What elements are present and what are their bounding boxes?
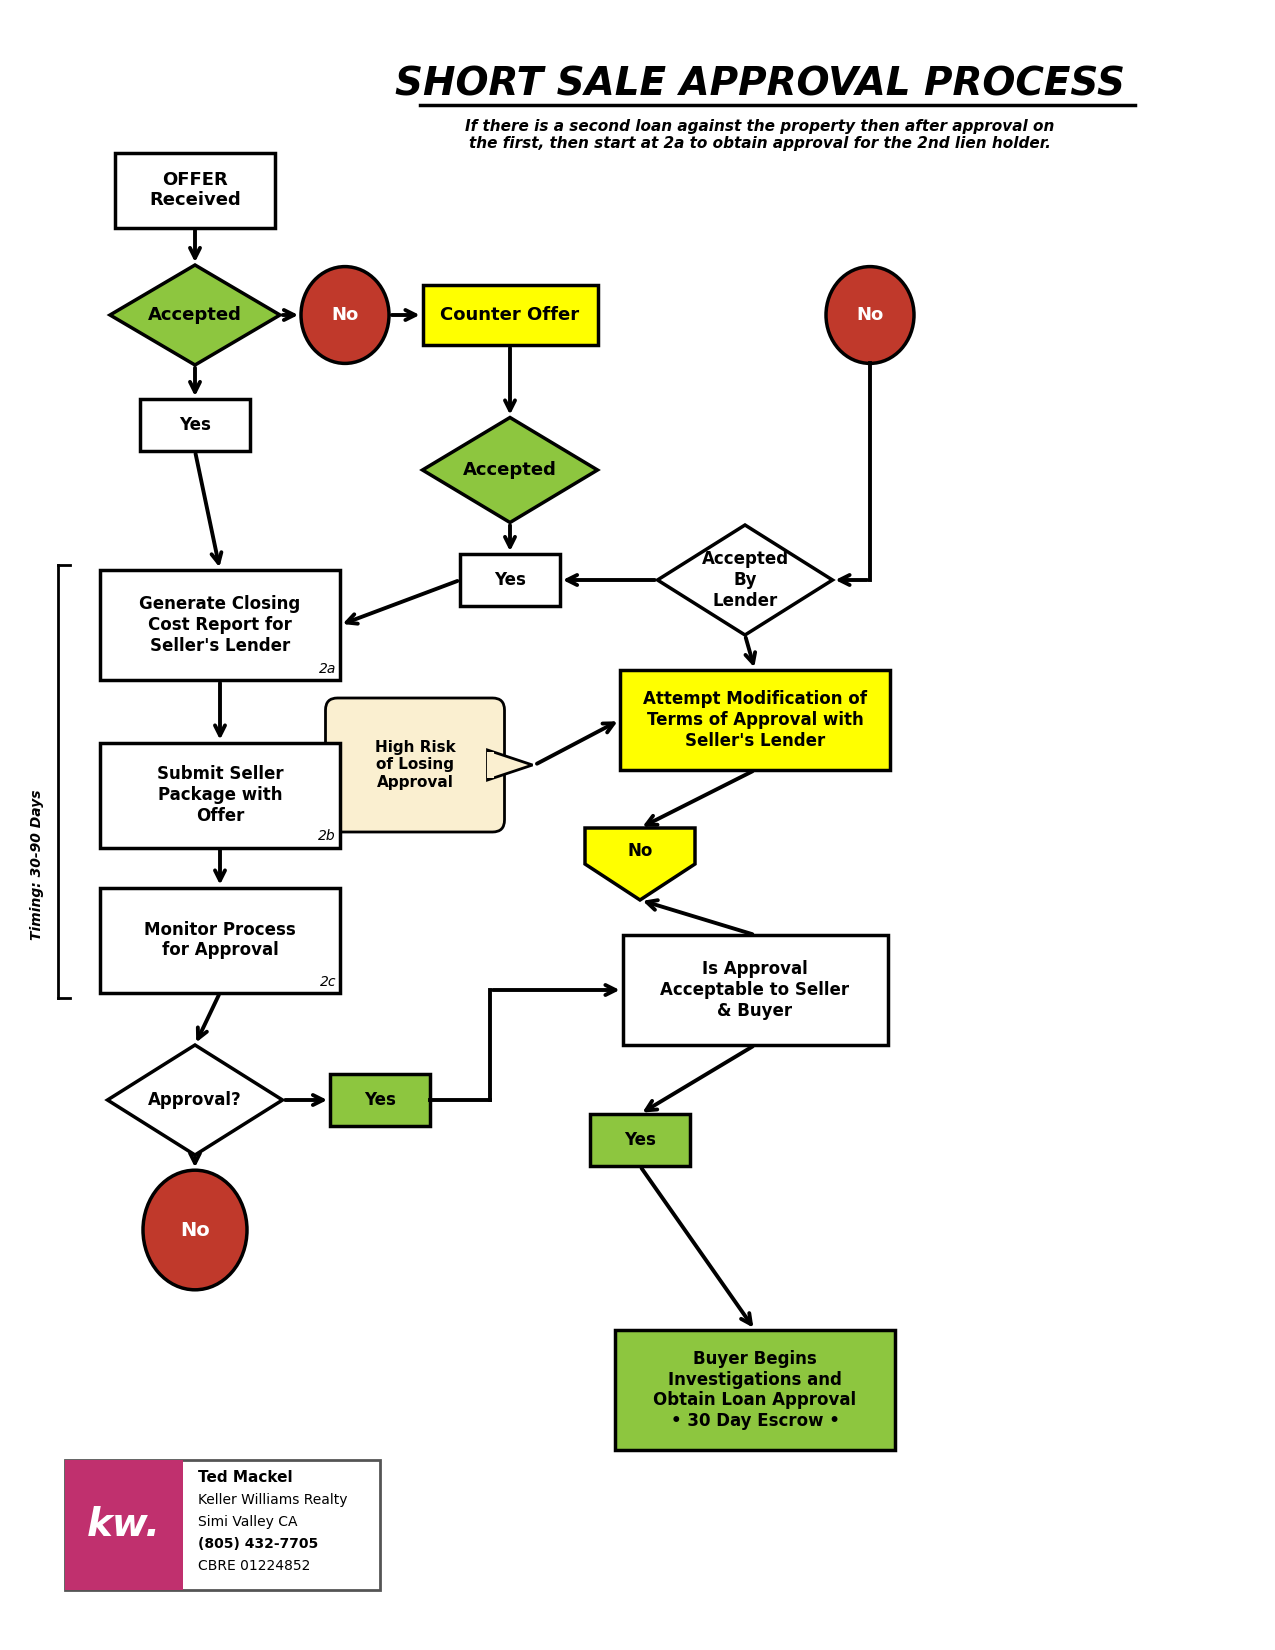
Text: Ted Mackel: Ted Mackel — [198, 1470, 293, 1485]
Text: SHORT SALE APPROVAL PROCESS: SHORT SALE APPROVAL PROCESS — [395, 66, 1125, 104]
Text: Generate Closing
Cost Report for
Seller's Lender: Generate Closing Cost Report for Seller'… — [139, 596, 301, 655]
Text: kw.: kw. — [87, 1506, 161, 1544]
Polygon shape — [585, 828, 695, 899]
Text: Yes: Yes — [495, 571, 525, 589]
FancyBboxPatch shape — [620, 670, 890, 771]
FancyBboxPatch shape — [99, 742, 340, 848]
FancyBboxPatch shape — [65, 1460, 380, 1591]
Polygon shape — [658, 525, 833, 635]
FancyBboxPatch shape — [460, 554, 560, 606]
Text: Accepted: Accepted — [463, 460, 557, 478]
Text: 2c: 2c — [320, 975, 337, 988]
Text: Is Approval
Acceptable to Seller
& Buyer: Is Approval Acceptable to Seller & Buyer — [660, 960, 849, 1020]
Text: Buyer Begins
Investigations and
Obtain Loan Approval
• 30 Day Escrow •: Buyer Begins Investigations and Obtain L… — [653, 1350, 857, 1431]
Text: 2a: 2a — [319, 662, 337, 676]
Text: Accepted
By
Lender: Accepted By Lender — [701, 549, 788, 610]
Text: OFFER
Received: OFFER Received — [149, 170, 241, 210]
Text: Monitor Process
for Approval: Monitor Process for Approval — [144, 921, 296, 959]
Text: Timing: 30-90 Days: Timing: 30-90 Days — [31, 790, 45, 940]
Text: High Risk
of Losing
Approval: High Risk of Losing Approval — [375, 741, 455, 790]
Text: (805) 432-7705: (805) 432-7705 — [198, 1538, 319, 1551]
FancyBboxPatch shape — [330, 1074, 430, 1125]
Text: No: No — [180, 1221, 210, 1239]
Text: Submit Seller
Package with
Offer: Submit Seller Package with Offer — [157, 766, 283, 825]
Text: 2b: 2b — [319, 830, 337, 843]
Polygon shape — [487, 752, 493, 779]
FancyBboxPatch shape — [622, 936, 887, 1044]
Text: Accepted: Accepted — [148, 305, 242, 323]
Text: Yes: Yes — [365, 1091, 397, 1109]
FancyBboxPatch shape — [115, 152, 275, 228]
Polygon shape — [107, 1044, 283, 1155]
FancyBboxPatch shape — [140, 399, 250, 450]
Polygon shape — [422, 417, 598, 523]
Ellipse shape — [826, 267, 914, 363]
FancyBboxPatch shape — [615, 1330, 895, 1450]
Text: If there is a second loan against the property then after approval on
the first,: If there is a second loan against the pr… — [465, 119, 1054, 152]
Text: Approval?: Approval? — [148, 1091, 242, 1109]
Text: CBRE 01224852: CBRE 01224852 — [198, 1559, 310, 1572]
Ellipse shape — [301, 267, 389, 363]
Polygon shape — [487, 751, 533, 780]
FancyBboxPatch shape — [590, 1114, 690, 1167]
FancyBboxPatch shape — [422, 285, 598, 345]
FancyBboxPatch shape — [65, 1460, 184, 1591]
Text: Yes: Yes — [179, 416, 210, 434]
Text: Simi Valley CA: Simi Valley CA — [198, 1515, 297, 1530]
Text: No: No — [332, 305, 358, 323]
FancyBboxPatch shape — [99, 888, 340, 993]
Text: No: No — [857, 305, 884, 323]
FancyBboxPatch shape — [99, 569, 340, 680]
Ellipse shape — [143, 1170, 247, 1290]
Text: No: No — [627, 842, 653, 860]
Text: Yes: Yes — [623, 1130, 655, 1148]
Text: Keller Williams Realty: Keller Williams Realty — [198, 1493, 348, 1506]
Polygon shape — [110, 266, 280, 365]
Text: Counter Offer: Counter Offer — [440, 305, 580, 323]
Text: Attempt Modification of
Terms of Approval with
Seller's Lender: Attempt Modification of Terms of Approva… — [643, 690, 867, 749]
FancyBboxPatch shape — [325, 698, 505, 832]
